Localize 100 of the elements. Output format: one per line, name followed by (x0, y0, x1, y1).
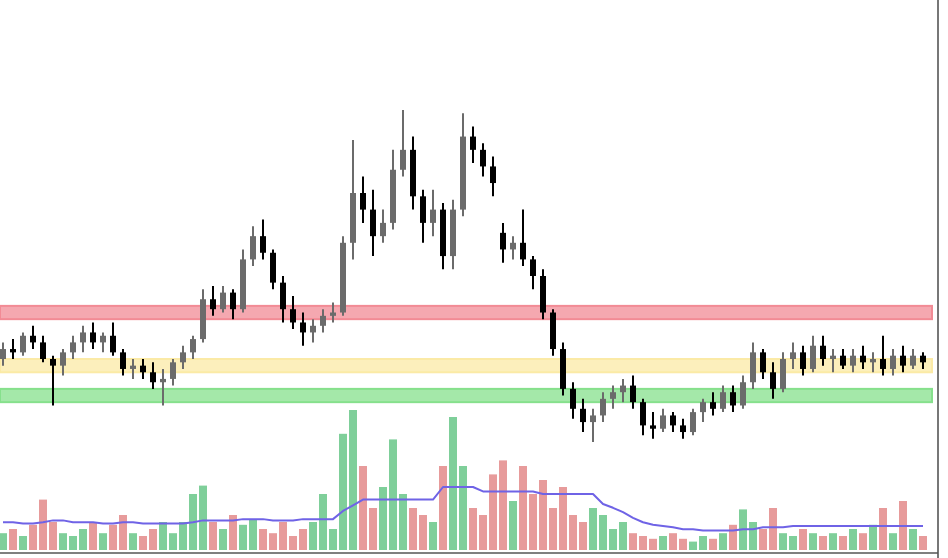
candlestick (90, 321, 96, 351)
candlestick (450, 198, 456, 271)
bar (219, 529, 227, 550)
candlestick (80, 324, 86, 354)
candlestick (480, 142, 486, 178)
candlestick (710, 391, 716, 417)
bar (209, 522, 217, 550)
bar (889, 533, 897, 550)
candlestick (820, 334, 826, 367)
bar (729, 524, 737, 550)
candlestick (210, 284, 216, 317)
candlestick (490, 155, 496, 198)
candlestick (140, 358, 146, 380)
candlestick (560, 341, 566, 397)
bar (799, 529, 807, 550)
bar (509, 501, 517, 550)
bar (829, 533, 837, 550)
bar (89, 522, 97, 550)
candlestick (230, 288, 236, 321)
candlestick (470, 125, 476, 165)
bar (909, 529, 917, 550)
candlestick (730, 384, 736, 414)
candlestick (840, 348, 846, 370)
candlestick (400, 109, 406, 178)
candlestick (870, 351, 876, 374)
candlestick (170, 358, 176, 387)
candlestick (740, 374, 746, 410)
candlestick (190, 334, 196, 360)
bar (709, 538, 717, 550)
bar (439, 466, 447, 550)
candlestick (660, 407, 666, 434)
candlestick (280, 275, 286, 324)
candlestick (680, 417, 686, 440)
candlestick (30, 324, 36, 351)
candlestick (260, 218, 266, 261)
bar (809, 533, 817, 550)
bar (849, 529, 857, 550)
bar (919, 536, 927, 550)
candlestick (70, 334, 76, 360)
candlestick (320, 308, 326, 334)
candlestick (620, 377, 626, 404)
candlestick (650, 411, 656, 440)
bar (859, 533, 867, 550)
candlestick (270, 248, 276, 291)
candlestick (790, 341, 796, 370)
candlestick (330, 301, 336, 324)
candlestick (290, 294, 296, 331)
bar (9, 529, 17, 550)
bar (99, 533, 107, 550)
candlestick (780, 351, 786, 394)
candlestick (550, 308, 556, 357)
candlestick (860, 344, 866, 370)
candlestick (100, 331, 106, 354)
candlestick (830, 348, 836, 374)
candlestick (500, 221, 506, 264)
candlestick (750, 341, 756, 390)
bar (839, 536, 847, 550)
bar (719, 533, 727, 550)
candlestick (600, 391, 606, 424)
bar (659, 536, 667, 550)
bar (0, 533, 7, 550)
candlestick (160, 367, 166, 407)
candlestick (630, 374, 636, 410)
candlestick (640, 397, 646, 437)
candlestick (50, 354, 56, 407)
candlestick (0, 341, 6, 367)
candlestick (410, 135, 416, 211)
candlestick (370, 188, 376, 258)
candlestick (540, 268, 546, 321)
candlestick (670, 411, 676, 434)
candlestick (180, 344, 186, 370)
bar (129, 533, 137, 550)
candlestick (20, 331, 26, 357)
candlestick (530, 255, 536, 291)
candlestick (60, 348, 66, 377)
bar (229, 515, 237, 550)
candlestick (850, 348, 856, 374)
candlestick (910, 348, 916, 370)
candlestick (610, 384, 616, 410)
bar (429, 522, 437, 550)
candlestick (810, 334, 816, 374)
candlestick (880, 334, 886, 377)
candlestick (420, 188, 426, 244)
candlestick (200, 288, 206, 344)
candlestick (440, 201, 446, 271)
candlestick (130, 358, 136, 380)
bar (879, 508, 887, 550)
candlestick (430, 188, 436, 238)
candlestick (150, 361, 156, 390)
bar (869, 524, 877, 550)
candlestick (890, 348, 896, 377)
candlestick (380, 208, 386, 244)
candlestick (510, 235, 516, 261)
candlestick (770, 361, 776, 400)
bar (819, 536, 827, 550)
candlestick (300, 311, 306, 347)
candlestick (690, 407, 696, 437)
candlestick (250, 225, 256, 268)
bar (899, 501, 907, 550)
candlestick (570, 381, 576, 420)
